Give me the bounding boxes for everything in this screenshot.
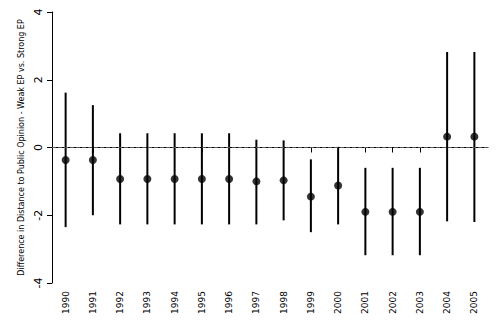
svg-text:1990: 1990 [61, 291, 71, 314]
svg-text:4: 4 [32, 9, 45, 16]
svg-text:2001: 2001 [360, 291, 370, 314]
svg-text:2000: 2000 [333, 291, 343, 314]
svg-text:Difference in Distance to Publ: Difference in Distance to Public Opinion… [17, 19, 26, 276]
svg-text:1998: 1998 [279, 291, 289, 314]
svg-text:2004: 2004 [442, 291, 452, 314]
svg-text:1992: 1992 [115, 291, 125, 314]
svg-text:1999: 1999 [306, 291, 316, 314]
svg-text:1997: 1997 [251, 291, 261, 314]
svg-text:2005: 2005 [469, 291, 479, 314]
svg-text:0: 0 [32, 144, 45, 151]
svg-text:-2: -2 [32, 210, 45, 221]
svg-text:1995: 1995 [197, 291, 207, 314]
svg-text:2: 2 [32, 76, 45, 83]
svg-text:1994: 1994 [170, 291, 180, 314]
svg-text:2003: 2003 [415, 291, 425, 314]
svg-text:2002: 2002 [388, 291, 398, 314]
svg-text:1996: 1996 [224, 291, 234, 314]
svg-text:-4: -4 [32, 278, 45, 289]
svg-text:1993: 1993 [142, 291, 152, 314]
svg-text:1991: 1991 [88, 291, 98, 314]
